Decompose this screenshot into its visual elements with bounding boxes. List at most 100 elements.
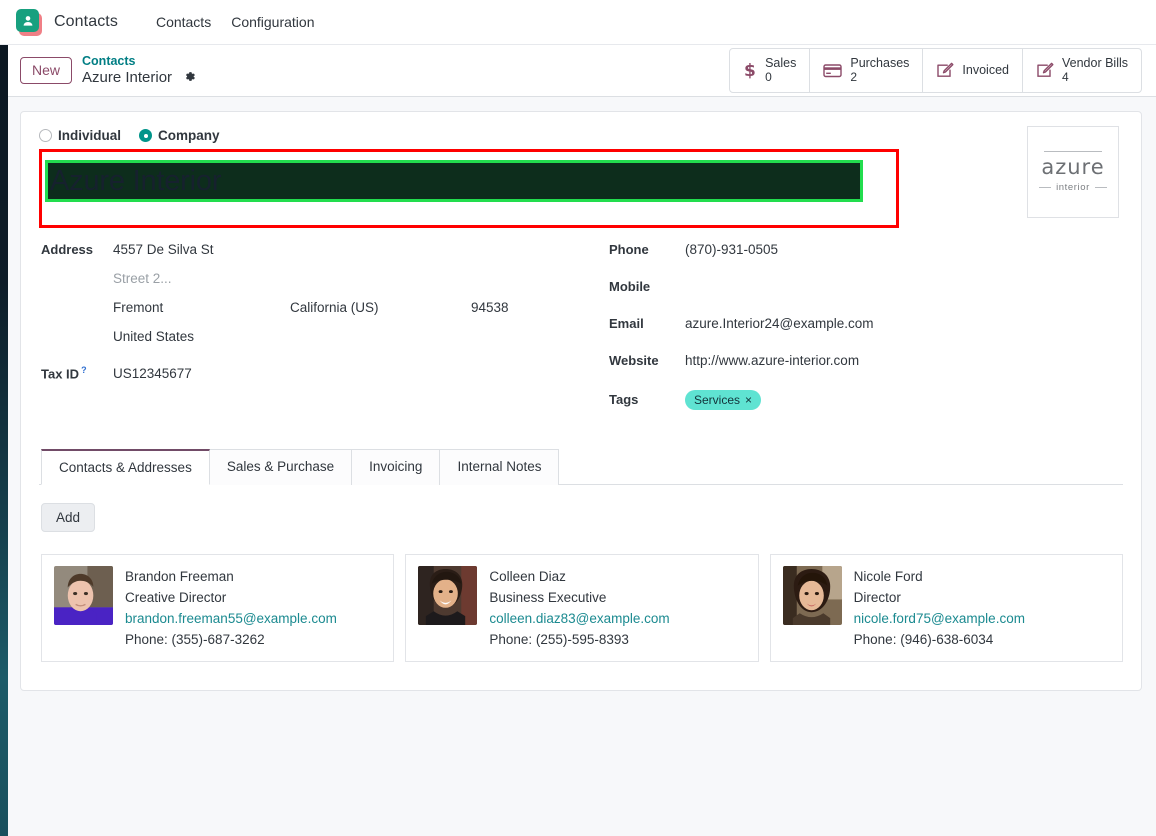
right-field-column: Phone (870)-931-0505 Mobile Email azure.… xyxy=(601,242,1121,427)
tab-contacts-addresses[interactable]: Contacts & Addresses xyxy=(41,449,210,485)
contact-name: Colleen Diaz xyxy=(489,569,566,584)
menu-item-contacts[interactable]: Contacts xyxy=(155,14,212,30)
pencil-square-icon xyxy=(936,62,954,79)
contact-card-body: Brandon Freeman Creative Director brando… xyxy=(125,566,337,650)
contact-phone: Phone: (255)-595-8393 xyxy=(489,632,629,648)
contact-phone: Phone: (946)-638-6034 xyxy=(853,632,994,648)
field-website: Website http://www.azure-interior.com xyxy=(609,353,1121,390)
avatar xyxy=(782,566,842,625)
company-name-value: Azure Interior xyxy=(50,164,222,197)
placeholder-street2[interactable]: Street 2... xyxy=(113,271,172,286)
contact-role: Business Executive xyxy=(489,590,607,606)
stat-button-invoiced[interactable]: Invoiced xyxy=(923,49,1023,92)
stat-button-purchases[interactable]: Purchases 2 xyxy=(810,49,924,92)
breadcrumb-parent-contacts[interactable]: Contacts xyxy=(82,54,136,69)
notebook-tabs: Contacts & Addresses Sales & Purchase In… xyxy=(39,449,1123,485)
add-button[interactable]: Add xyxy=(41,503,96,532)
svg-text:$: $ xyxy=(744,61,756,80)
label-website: Website xyxy=(609,353,659,368)
radio-label-individual: Individual xyxy=(58,128,122,143)
field-tax-id: Tax ID? US12345677 xyxy=(41,365,601,394)
contact-role: Creative Director xyxy=(125,590,227,606)
contact-role: Director xyxy=(853,590,901,606)
help-icon[interactable]: ? xyxy=(81,365,87,375)
stat-buttons-group: $ Sales 0 Purchases 2 xyxy=(729,48,1142,93)
label-address: Address xyxy=(41,242,94,257)
name-field-highlight-box: Azure Interior xyxy=(39,149,899,228)
new-button[interactable]: New xyxy=(20,57,73,84)
contact-email[interactable]: brandon.freeman55@example.com xyxy=(125,611,337,627)
label-phone: Phone xyxy=(609,242,649,257)
stat-value-vendor-bills: 4 xyxy=(1061,69,1069,84)
record-form-sheet: azure interior Individual Company Azure … xyxy=(20,111,1142,691)
contacts-app-icon[interactable] xyxy=(16,9,42,36)
tag-remove-icon[interactable]: × xyxy=(745,393,753,407)
value-tax-id[interactable]: US12345677 xyxy=(113,366,192,382)
tab-sales-purchase[interactable]: Sales & Purchase xyxy=(209,449,353,485)
radio-option-individual[interactable]: Individual xyxy=(39,128,121,143)
field-city-state-zip: Fremont California (US) 94538 xyxy=(41,300,601,329)
contact-card-body: Colleen Diaz Business Executive colleen.… xyxy=(489,566,669,650)
logo-dash-left xyxy=(1039,187,1052,188)
field-tags: Tags Services × xyxy=(609,390,1121,427)
stat-value-purchases: 2 xyxy=(850,69,858,84)
dollar-icon: $ xyxy=(743,61,757,80)
contact-card-body: Nicole Ford Director nicole.ford75@examp… xyxy=(854,566,1025,650)
breadcrumb: Contacts Azure Interior xyxy=(82,54,196,86)
value-zip[interactable]: 94538 xyxy=(471,300,509,315)
contact-email[interactable]: colleen.diaz83@example.com xyxy=(489,611,670,627)
label-email: Email xyxy=(609,316,644,331)
app-title: Contacts xyxy=(54,13,118,30)
contact-card[interactable]: Colleen Diaz Business Executive colleen.… xyxy=(405,554,759,663)
contact-email[interactable]: nicole.ford75@example.com xyxy=(853,611,1025,627)
value-city[interactable]: Fremont xyxy=(113,300,164,315)
logo-dash-right xyxy=(1094,187,1107,188)
field-mobile: Mobile xyxy=(609,279,1121,316)
stat-button-sales[interactable]: $ Sales 0 xyxy=(730,49,811,92)
radio-option-company[interactable]: Company xyxy=(139,128,220,143)
field-address: Address 4557 De Silva St xyxy=(41,242,601,271)
gear-icon[interactable] xyxy=(183,70,196,86)
field-country: United States xyxy=(41,329,601,358)
field-email: Email azure.Interior24@example.com xyxy=(609,316,1121,353)
menu-item-configuration[interactable]: Configuration xyxy=(231,14,315,30)
company-logo[interactable]: azure interior xyxy=(1027,126,1119,218)
label-mobile: Mobile xyxy=(609,279,651,294)
company-name-input[interactable]: Azure Interior xyxy=(45,160,863,202)
left-edge-strip xyxy=(0,45,8,836)
logo-top-rule xyxy=(1044,151,1102,152)
value-email[interactable]: azure.Interior24@example.com xyxy=(685,316,874,331)
radio-company-icon[interactable] xyxy=(139,129,153,142)
sheet-area: azure interior Individual Company Azure … xyxy=(0,97,1156,691)
logo-wordmark: azure xyxy=(1041,155,1105,179)
stat-label-invoiced: Invoiced xyxy=(962,63,1009,78)
stat-label-sales: Sales xyxy=(765,56,797,71)
tab-internal-notes[interactable]: Internal Notes xyxy=(440,449,560,485)
credit-card-icon xyxy=(823,63,843,78)
stat-button-vendor-bills[interactable]: Vendor Bills 4 xyxy=(1023,49,1141,91)
contact-name: Brandon Freeman xyxy=(125,569,234,584)
tag-services[interactable]: Services × xyxy=(685,390,762,410)
stat-label-purchases: Purchases xyxy=(850,56,910,71)
value-website[interactable]: http://www.azure-interior.com xyxy=(685,353,860,368)
value-phone[interactable]: (870)-931-0505 xyxy=(685,242,779,257)
stat-label-vendor-bills: Vendor Bills xyxy=(1061,56,1128,71)
contact-phone: Phone: (355)-687-3262 xyxy=(125,632,265,648)
label-tax-id: Tax ID? xyxy=(41,365,113,381)
radio-individual-icon[interactable] xyxy=(39,129,52,142)
contact-card[interactable]: Brandon Freeman Creative Director brando… xyxy=(41,554,395,663)
pencil-square-icon xyxy=(1036,62,1054,79)
value-country[interactable]: United States xyxy=(113,329,195,344)
contact-type-radio-group: Individual Company xyxy=(39,128,1123,143)
label-tags: Tags xyxy=(609,392,639,407)
contact-name: Nicole Ford xyxy=(853,569,923,584)
logo-subtitle-text: interior xyxy=(1056,182,1090,193)
value-state[interactable]: California (US) xyxy=(290,300,379,315)
label-tax-id-text: Tax ID xyxy=(41,366,80,382)
contact-card[interactable]: Nicole Ford Director nicole.ford75@examp… xyxy=(769,554,1123,663)
breadcrumb-current-record: Azure Interior xyxy=(82,69,173,87)
tab-invoicing[interactable]: Invoicing xyxy=(352,449,441,485)
radio-label-company: Company xyxy=(158,128,220,143)
stat-value-sales: 0 xyxy=(765,69,772,84)
value-street[interactable]: 4557 De Silva St xyxy=(113,242,214,257)
